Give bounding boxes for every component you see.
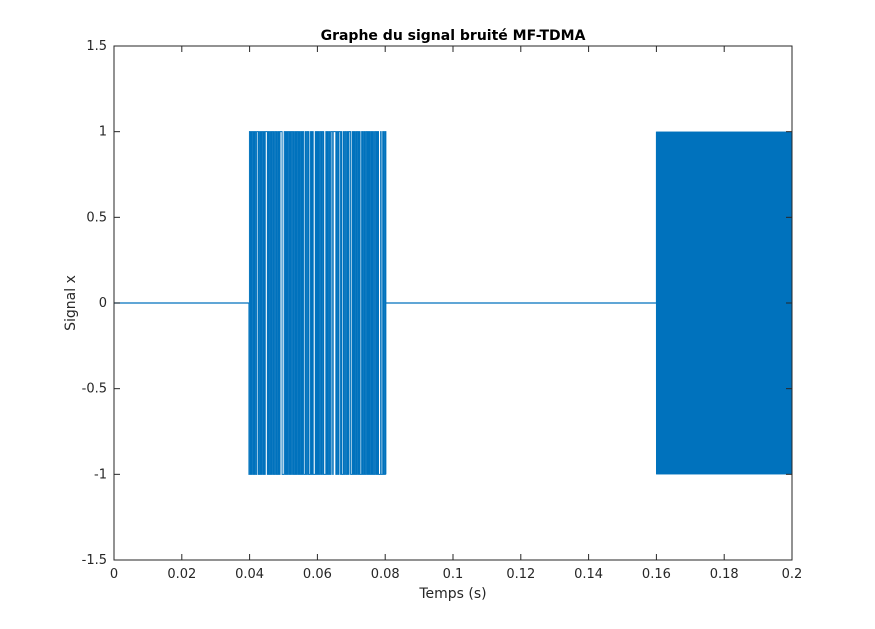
x-tick-label: 0 [110, 567, 118, 582]
x-tick-label: 0.2 [782, 567, 803, 582]
y-tick-label: -1.5 [82, 553, 107, 568]
y-tick-label: -1 [94, 467, 107, 482]
x-tick-label: 0.04 [235, 567, 264, 582]
y-tick-label: 0.5 [86, 210, 107, 225]
x-tick-label: 0.12 [506, 567, 535, 582]
plot-area [113, 45, 793, 561]
y-tick-label: 0 [99, 296, 107, 311]
x-tick-label: 0.02 [167, 567, 196, 582]
y-tick-label: 1 [99, 125, 107, 140]
x-tick-label: 0.1 [443, 567, 464, 582]
y-tick-label: -0.5 [82, 382, 107, 397]
signal-switching-burst [248, 131, 387, 475]
y-tick-label: 1.5 [86, 39, 107, 54]
x-tick-label: 0.18 [710, 567, 739, 582]
x-tick-label: 0.16 [642, 567, 671, 582]
y-ticks: -1.5 -1 -0.5 0 0.5 1 1.5 [82, 39, 792, 568]
chart-title: Graphe du signal bruité MF-TDMA [321, 28, 586, 44]
x-tick-label: 0.08 [371, 567, 400, 582]
x-axis-label: Temps (s) [418, 586, 486, 602]
series-layer [114, 131, 793, 475]
signal-oscillation [655, 131, 793, 475]
x-ticks: 0 0.02 0.04 0.06 0.08 0.1 0.12 0.14 0.16 0.18 0.2 [110, 46, 802, 582]
y-axis-label: Signal x [63, 275, 79, 331]
x-tick-label: 0.14 [574, 567, 603, 582]
x-tick-label: 0.06 [303, 567, 332, 582]
